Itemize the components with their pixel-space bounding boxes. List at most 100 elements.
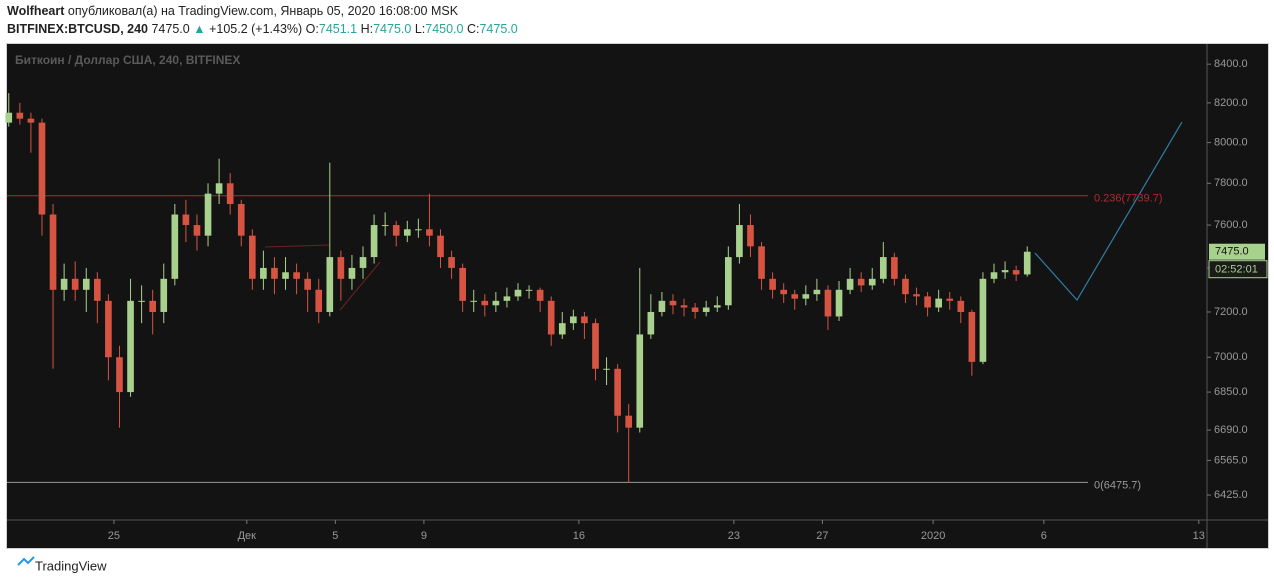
candle-body [713,305,721,308]
candle-body [780,289,787,295]
candle-body [769,278,776,290]
fib-label: 0(6475.7) [1094,479,1141,491]
last: 7475.0 [151,22,190,36]
candle-body [248,235,256,279]
candle-body [260,267,267,279]
chart-panel [6,43,1269,549]
x-tick-label: 5 [332,530,338,542]
y-tick-label: 6690.0 [1214,424,1248,436]
countdown-box [1208,260,1268,279]
candle-body [370,225,378,258]
candle-body [215,183,223,194]
candle-body [182,214,190,226]
candle-body [647,311,655,335]
publisher[interactable]: Wolfheart [7,4,65,18]
last-price-label: 7475.0 [1215,246,1249,258]
candle-body [879,257,887,279]
y-tick-label: 6850.0 [1214,386,1248,398]
candle-body [891,257,898,279]
ohlc-label: H: [360,22,374,36]
ohlc-value: 7475.0 [479,22,518,36]
candle-body [415,229,422,231]
ohlc-value: 7450.0 [425,22,464,36]
published: опубликовал(а) на TradingView.com, Январ… [67,4,459,18]
candle-body [791,294,799,299]
candle-body [226,183,234,205]
candle-body [204,193,212,236]
candle-body [459,267,466,301]
candle-body [503,296,511,301]
ohlc-label: C: [466,22,480,36]
candle-body [470,300,478,302]
candle-body [5,112,13,123]
candle-body [957,300,965,312]
symbol-line: BITFINEX:BTCUSD, 240 7475.0 ▲ +105.2 (+1… [7,22,518,36]
candle-body [492,300,500,306]
change-arrow: ▲ [193,22,206,36]
candle-body [636,334,644,428]
drawing [339,261,381,311]
logo [17,556,35,566]
y-tick-label: 7000.0 [1214,351,1248,363]
change: +105.2 (+1.43%) [209,22,303,36]
candle-body [570,316,577,324]
candle-body [293,272,300,279]
candle-body [946,298,954,301]
symbol: BITFINEX:BTCUSD, 240 [7,22,148,36]
candle-body [736,225,743,258]
candle-body [603,368,610,370]
candle-body [979,278,987,362]
y-tick-label: 6425.0 [1214,489,1248,501]
candle-body [669,300,677,306]
candle-body [680,305,688,308]
candle-body [1001,270,1009,273]
candle-body [27,118,35,123]
candle-body [448,257,455,268]
candle-body [149,300,157,312]
candle-body [237,204,245,236]
candle-body [60,278,68,290]
y-tick-label: 7600.0 [1214,219,1248,231]
candle-body [835,289,843,317]
fib-label: 0.236(7739.7) [1094,193,1163,205]
candle-body [127,300,134,393]
x-tick-label: 6 [1041,530,1047,542]
candle-body [868,278,876,286]
candle-body [846,278,854,290]
forecast-drawing [1034,121,1183,302]
candle-body [935,298,942,308]
candle-body [614,368,621,416]
candle-body [116,357,123,393]
candle-body [558,323,566,335]
candle-body [824,289,832,317]
brand: TradingView [35,558,107,573]
candle-body [326,257,334,312]
candle-body [813,289,821,295]
drawing [264,244,331,248]
candle-body [536,289,544,301]
candle-body [990,272,998,279]
candle-body [747,225,754,247]
candle-body [702,307,710,312]
candle-body [592,323,599,369]
candle-body [171,214,179,279]
ohlc-value: 7451.1 [318,22,358,36]
candle-body [658,300,666,312]
candle-body [16,112,24,119]
candle-body [902,278,909,295]
candle-body [725,257,732,306]
countdown: 02:52:01 [1215,264,1258,276]
x-tick-label: 16 [573,530,585,542]
candle-body [82,278,90,290]
candle-body [105,300,112,358]
candle-body [802,294,810,299]
candle-body [94,278,101,301]
candle-body [38,122,46,215]
y-tick-label: 7200.0 [1214,306,1248,318]
candle-body [160,278,168,312]
x-tick-label: 2020 [921,530,945,542]
y-tick-label: 8000.0 [1214,136,1248,148]
candle-body [547,300,555,335]
candle-body [968,311,976,362]
